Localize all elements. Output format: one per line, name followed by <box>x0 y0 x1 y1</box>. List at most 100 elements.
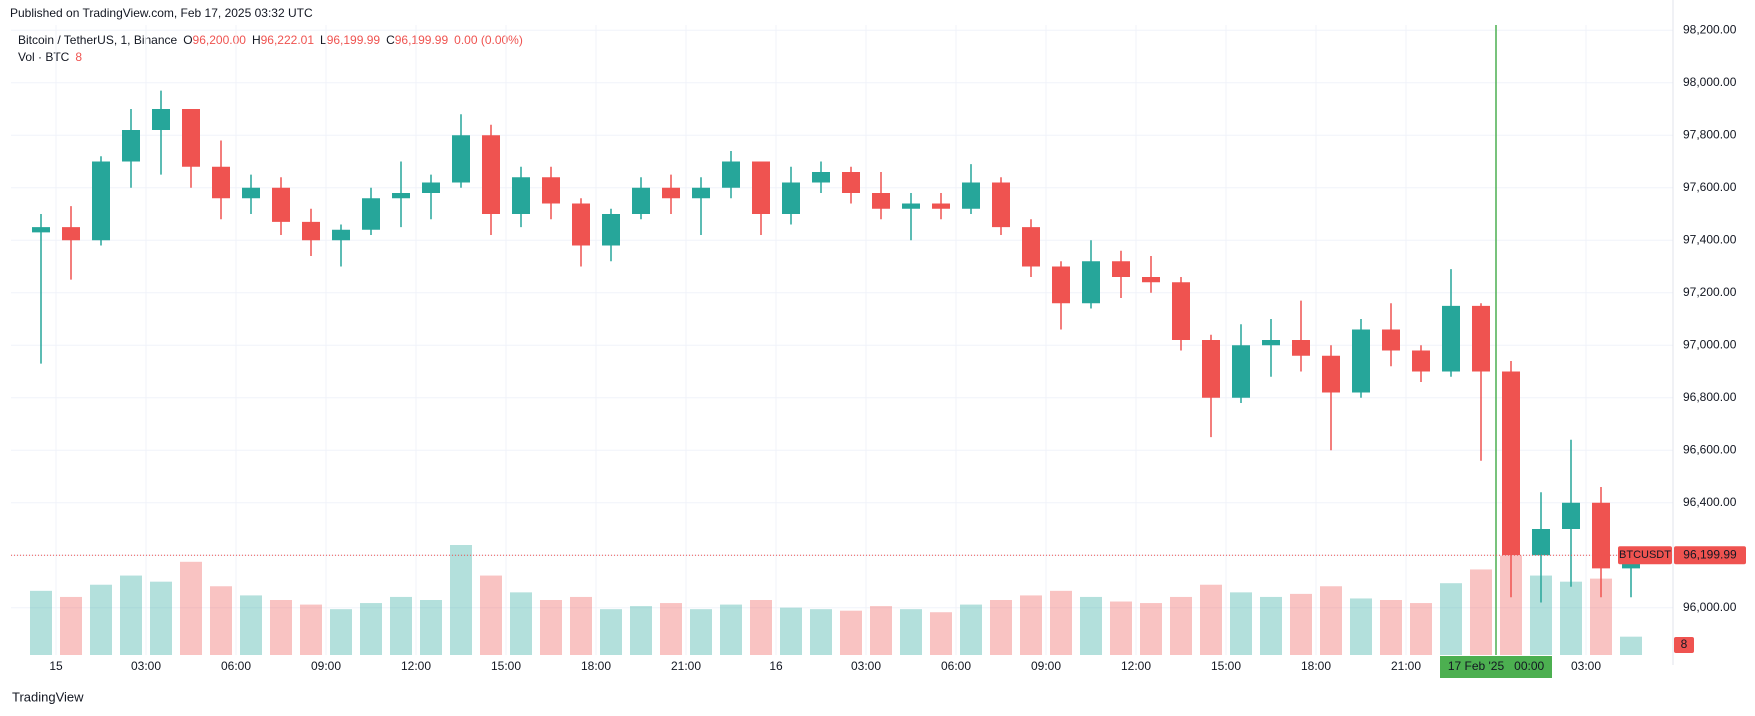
volume-bar <box>630 606 652 655</box>
x-tick-label: 03:00 <box>131 659 161 673</box>
x-tick-label: 15:00 <box>491 659 521 673</box>
candle-body <box>692 187 710 199</box>
candle-body <box>62 227 80 241</box>
volume-bar <box>1050 590 1072 655</box>
y-tick-label: 96,600.00 <box>1683 442 1737 456</box>
y-tick-label: 97,600.00 <box>1683 180 1737 194</box>
volume-bar <box>360 603 382 655</box>
candle-body <box>632 187 650 214</box>
legend-row: Bitcoin / TetherUS, 1, Binance O96,200.00… <box>18 33 523 47</box>
volume-bar <box>240 595 262 655</box>
x-tick-label: 15 <box>49 659 63 673</box>
legend-item: 96,199.99 <box>327 33 381 47</box>
x-tick-label: 15:00 <box>1211 659 1241 673</box>
candle-body <box>152 109 170 130</box>
volume-bar <box>390 596 412 655</box>
candle-body <box>452 135 470 183</box>
candle-body <box>92 161 110 241</box>
legend-item: 96,199.99 <box>395 33 449 47</box>
volume-bar <box>180 561 202 655</box>
volume-bar <box>900 609 922 655</box>
y-tick-label: 97,200.00 <box>1683 285 1737 299</box>
x-tick-label: 18:00 <box>581 659 611 673</box>
candle-body <box>1472 305 1490 372</box>
candle-body <box>872 193 890 209</box>
volume-bar <box>600 609 622 655</box>
legend-item: C <box>386 33 395 47</box>
volume-bar <box>540 600 562 655</box>
x-tick-label: 12:00 <box>1121 659 1151 673</box>
volume-bar <box>1440 583 1462 655</box>
volume-bar <box>1230 592 1252 655</box>
candle-body <box>662 187 680 199</box>
price-tag-bg <box>1618 546 1672 565</box>
x-tick-label: 06:00 <box>941 659 971 673</box>
volume-bar <box>810 609 832 655</box>
volume-bar <box>930 612 952 655</box>
volume-bar <box>570 596 592 655</box>
volume-bar <box>1290 593 1312 655</box>
volume-bar <box>660 603 682 655</box>
y-tick-label: 97,400.00 <box>1683 232 1737 246</box>
volume-bar <box>1320 586 1342 655</box>
candle-body <box>302 221 320 241</box>
y-tick-label: 96,800.00 <box>1683 390 1737 404</box>
legend-item: 0.00 (0.00%) <box>454 33 523 47</box>
candle-body <box>392 193 410 199</box>
candle-body <box>1322 355 1340 393</box>
legend-item: L <box>320 33 327 47</box>
candle-body <box>1232 345 1250 398</box>
candle-body <box>1172 282 1190 340</box>
volume-bar <box>840 610 862 655</box>
candle-body <box>212 166 230 199</box>
footer: TradingView <box>12 689 84 704</box>
volume-bar <box>150 581 172 655</box>
x-tick-label: 12:00 <box>401 659 431 673</box>
x-tick-label: 06:00 <box>221 659 251 673</box>
x-tick-label: 03:00 <box>1571 659 1601 673</box>
legend-item: Vol · BTC <box>18 50 70 64</box>
candle-body <box>1292 340 1310 356</box>
x-tick-label: 17 Feb '25 00:00 <box>1448 659 1545 673</box>
volume-bar <box>510 592 532 655</box>
volume-bar <box>330 609 352 655</box>
candle-body <box>602 214 620 246</box>
x-tick-label: 16 <box>769 659 783 673</box>
volume-tag: 8 <box>1681 637 1688 651</box>
volume-bar <box>870 606 892 655</box>
candle-body <box>32 227 50 233</box>
candle-body <box>122 130 140 162</box>
volume-bar <box>210 586 232 655</box>
candle-body <box>1412 350 1430 372</box>
candle-body <box>962 182 980 209</box>
candle-body <box>992 182 1010 228</box>
x-tick-label: 21:00 <box>671 659 701 673</box>
volume-bar <box>1260 596 1282 655</box>
volume-bar <box>420 600 442 655</box>
candle-body <box>1142 277 1160 283</box>
candle-body <box>362 198 380 230</box>
candle-body <box>1052 266 1070 304</box>
candle-body <box>842 172 860 193</box>
volume-bar <box>1110 601 1132 655</box>
x-tick-label: 03:00 <box>851 659 881 673</box>
volume-bar <box>990 600 1012 655</box>
volume-bar <box>480 575 502 655</box>
volume-bar <box>300 604 322 655</box>
volume-bar <box>690 609 712 655</box>
y-tick-label: 96,000.00 <box>1683 600 1737 614</box>
candle-body <box>1082 261 1100 304</box>
volume-bar <box>30 590 52 655</box>
candle-body <box>902 203 920 209</box>
volume-bar <box>1410 603 1432 655</box>
candle-body <box>542 177 560 204</box>
candle-body <box>812 172 830 183</box>
y-tick-label: 98,000.00 <box>1683 75 1737 89</box>
legend-item: Bitcoin / TetherUS, 1, Binance <box>18 33 178 47</box>
candle-body <box>1562 502 1580 529</box>
volume-bar <box>1020 595 1042 655</box>
volume-bar <box>1350 598 1372 655</box>
candle-body <box>422 182 440 193</box>
candle-body <box>572 203 590 246</box>
volume-bar <box>1560 581 1582 655</box>
